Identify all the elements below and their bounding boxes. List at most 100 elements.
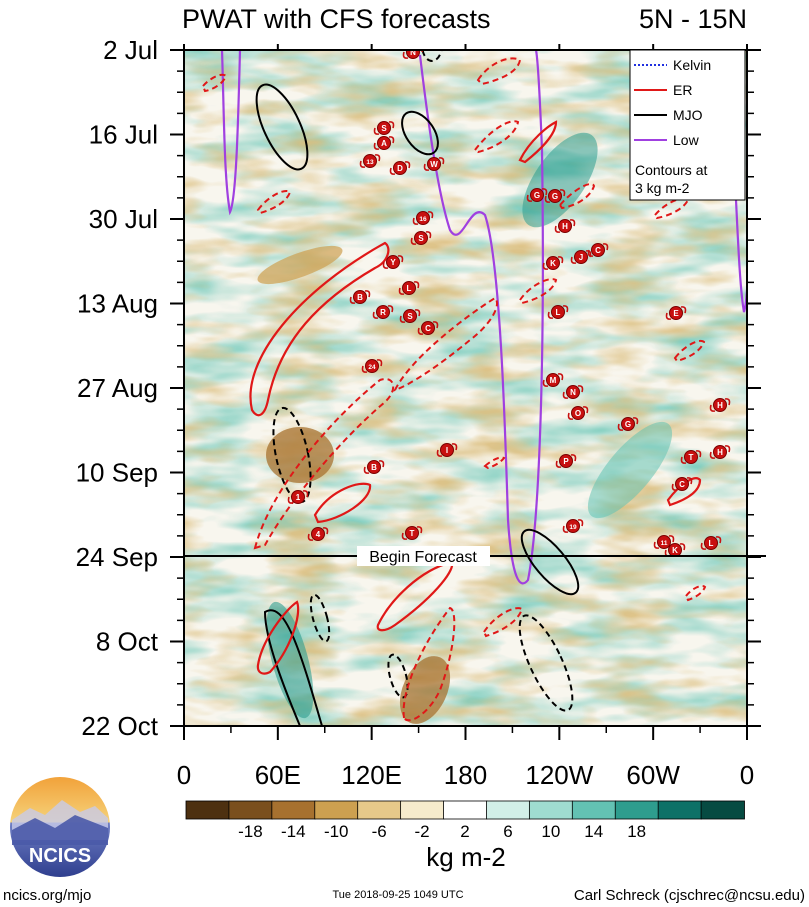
y-tick-label: 13 Aug: [77, 289, 158, 319]
storm-marker: D: [389, 161, 411, 175]
storm-marker: N: [562, 385, 584, 399]
colorbar-cell: [700, 800, 745, 820]
storm-marker: H: [709, 445, 731, 459]
storm-label: R: [380, 308, 386, 317]
storm-label: D: [397, 164, 403, 173]
storm-label: G: [534, 191, 540, 200]
er-contour-dashed: [482, 607, 524, 638]
chart-region: 5N - 15N: [639, 4, 747, 34]
y-tick-label: 30 Jul: [89, 204, 158, 234]
storm-marker: 19: [562, 519, 584, 533]
storm-label: C: [425, 324, 431, 333]
colorbar-cell: [528, 800, 574, 820]
storm-marker: R: [372, 305, 394, 319]
er-contour: [256, 600, 300, 675]
storm-marker: I: [436, 443, 458, 457]
storm-label: H: [562, 222, 568, 231]
dry-anomaly-patch: [399, 656, 451, 724]
mjo-contour: [401, 110, 439, 156]
storm-marker: 24: [361, 359, 383, 373]
storm-marker: W: [423, 157, 445, 171]
ncics-logo: NCICS: [10, 777, 110, 877]
storm-marker: C: [671, 477, 693, 491]
storm-label: 16: [419, 216, 427, 223]
storm-label: L: [556, 308, 561, 317]
er-contour-dashed: [673, 339, 706, 363]
colorbar-cell: [357, 800, 402, 820]
colorbar-cell: [486, 800, 531, 820]
storm-marker: E: [665, 306, 687, 320]
legend-note-line1: Contours at: [635, 162, 707, 178]
storm-marker: Y: [382, 255, 404, 269]
y-tick-label: 16 Jul: [89, 120, 158, 150]
storm-marker: O: [567, 406, 589, 420]
storm-marker: M: [542, 373, 564, 387]
colorbar-tick-label: -10: [324, 822, 349, 841]
storm-label: 13: [366, 159, 374, 166]
storm-marker: C: [417, 321, 439, 335]
storm-label: T: [689, 453, 694, 462]
colorbar-tick-label: 14: [584, 822, 603, 841]
x-tick-label: 120E: [341, 760, 402, 790]
colorbar-cell: [443, 800, 488, 820]
er-contour: [376, 560, 454, 632]
storm-label: K: [550, 259, 556, 268]
storm-label: J: [579, 253, 583, 262]
storm-label: H: [717, 448, 723, 457]
storm-marker: C: [587, 243, 609, 257]
y-tick-label: 24 Sep: [76, 542, 158, 572]
low-contour: [418, 50, 544, 585]
colorbar-tick-label: -14: [281, 822, 306, 841]
storm-marker: L: [398, 281, 420, 295]
wet-anomaly-patch: [522, 132, 598, 228]
storm-marker: 11: [653, 535, 675, 549]
storm-label: S: [407, 312, 413, 321]
storm-label: G: [625, 420, 631, 429]
colorbar-tick-label: -18: [238, 822, 263, 841]
colorbar-tick-label: 2: [460, 822, 469, 841]
forecast-label: Begin Forecast: [369, 549, 477, 566]
wet-anomaly-patch: [266, 601, 314, 719]
logo-text: NCICS: [29, 845, 91, 867]
colorbar-tick-label: 18: [627, 822, 646, 841]
storm-label: B: [371, 463, 377, 472]
colorbar-cell: [657, 800, 702, 820]
storm-label: S: [418, 234, 424, 243]
x-tick-label: 60W: [626, 760, 680, 790]
low-contour: [220, 50, 242, 216]
mjo-contour-dashed: [309, 593, 331, 643]
colorbar-cell: [271, 800, 316, 820]
colorbar-tick-label: 6: [503, 822, 512, 841]
colorbar-cell: [400, 800, 445, 820]
storm-marker: B: [363, 460, 385, 474]
legend-label: Kelvin: [673, 57, 711, 73]
storm-marker: 13: [359, 154, 381, 168]
colorbar-cell: [314, 800, 359, 820]
colorbar-units: kg m-2: [426, 842, 505, 872]
x-tick-label: 60E: [255, 760, 301, 790]
storm-label: E: [673, 309, 679, 318]
y-tick-label: 27 Aug: [77, 373, 158, 403]
storm-marker: B: [349, 290, 371, 304]
x-tick-label: 180: [444, 760, 487, 790]
colorbar: -18 -14 -10 -6 -2 2 6 10 14 18: [185, 800, 745, 841]
storm-marker: S: [399, 309, 421, 323]
storm-label: L: [709, 539, 714, 548]
er-contour-dashed: [256, 190, 292, 215]
low-contour: [734, 199, 747, 313]
storm-marker: 16: [412, 211, 434, 225]
storm-marker: G: [544, 189, 566, 203]
storm-label: 11: [661, 540, 668, 547]
storm-label: 4: [316, 530, 321, 539]
er-contour: [313, 482, 372, 524]
legend-note-line2: 3 kg m-2: [635, 180, 690, 196]
storm-marker: J: [570, 250, 592, 264]
storm-marker: T: [401, 526, 423, 540]
storm-marker: N: [402, 50, 424, 59]
legend: Kelvin ER MJO Low Contours at 3 kg m-2: [629, 49, 746, 201]
storm-marker: 1: [287, 490, 309, 504]
storm-marker: G: [617, 417, 639, 431]
dry-anomaly-patch: [257, 245, 343, 285]
x-axis: 0 60E 120E 180 120W 60W 0: [177, 44, 754, 790]
